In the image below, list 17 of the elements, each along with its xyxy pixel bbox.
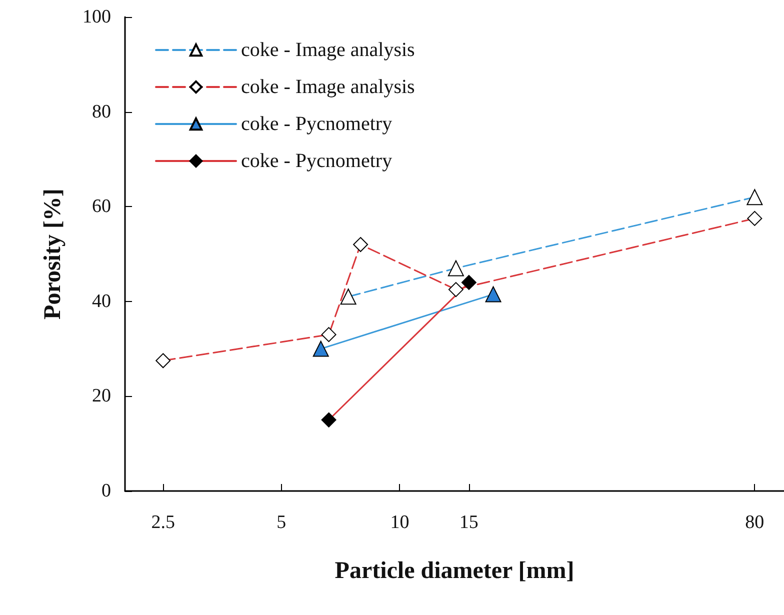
- y-axis-title: Porosity [%]: [40, 188, 66, 320]
- x-tick-label: 2.5: [151, 512, 175, 533]
- y-tick-label: 100: [82, 6, 111, 28]
- legend-label: coke - Image analysis: [241, 39, 416, 61]
- x-tick-label: 10: [390, 512, 410, 533]
- y-tick-label: 60: [92, 196, 111, 218]
- legend-label: coke - Image analysis: [241, 76, 416, 98]
- y-tick-label: 0: [102, 480, 111, 502]
- legend-label: coke - Pycnometry: [241, 150, 392, 172]
- y-tick-label: 80: [92, 101, 111, 122]
- x-tick-label: 5: [276, 512, 286, 533]
- legend-label: coke - Pycnometry: [241, 113, 392, 135]
- x-axis-title: Particle diameter [mm]: [334, 558, 574, 584]
- x-tick-label: 15: [459, 512, 478, 533]
- y-tick-label: 20: [92, 386, 111, 407]
- y-tick-label: 40: [92, 290, 111, 312]
- x-tick-label: 80: [745, 512, 764, 533]
